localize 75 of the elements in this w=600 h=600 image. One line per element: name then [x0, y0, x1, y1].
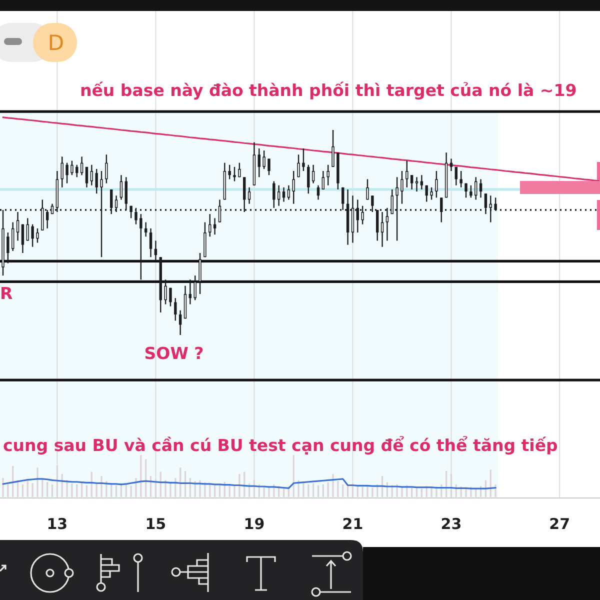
x-tick-label: 23 — [440, 515, 462, 533]
candlestick — [307, 164, 310, 194]
candlestick — [105, 154, 108, 184]
candlestick — [406, 160, 408, 188]
candlestick — [450, 158, 453, 172]
candlestick — [430, 186, 433, 200]
candlestick — [268, 158, 270, 176]
candlestick — [322, 170, 325, 190]
candlestick — [90, 164, 94, 186]
candlestick — [66, 162, 68, 184]
candlestick — [287, 184, 290, 200]
candlestick — [85, 166, 88, 188]
candlestick — [60, 156, 64, 188]
candlestick — [262, 150, 266, 170]
candlestick — [312, 164, 315, 184]
candlestick — [184, 285, 187, 320]
candlestick — [213, 218, 216, 236]
candlestick — [272, 180, 276, 208]
candlestick — [36, 228, 39, 244]
candlestick — [208, 213, 212, 238]
candlestick — [149, 228, 152, 258]
candlestick — [228, 164, 231, 180]
candlestick — [332, 129, 334, 168]
text: SOW ? — [144, 344, 204, 363]
candlestick — [435, 170, 438, 198]
candlestick — [130, 205, 132, 219]
candlestick — [460, 170, 462, 188]
candlestick — [21, 224, 24, 254]
candlestick — [425, 184, 428, 202]
candlestick — [464, 182, 468, 198]
candlestick — [233, 166, 236, 182]
candlestick — [26, 218, 29, 242]
candlestick — [169, 287, 172, 307]
candlestick — [410, 174, 414, 190]
x-tick-label: 13 — [46, 515, 68, 533]
candlestick — [178, 310, 182, 336]
candlestick — [400, 170, 404, 204]
candlestick — [277, 184, 280, 206]
candlestick — [380, 211, 384, 248]
candlestick — [95, 168, 98, 194]
candlestick — [174, 298, 177, 322]
candlestick — [326, 164, 330, 186]
candlestick — [440, 197, 443, 223]
candlestick — [70, 160, 74, 176]
annotation: R — [0, 284, 13, 303]
candlestick — [120, 174, 123, 200]
candlestick — [282, 186, 286, 202]
text: cung sau BU và cần cú BU test cạn cung để có thể tăng tiếp — [3, 435, 558, 455]
candlestick — [16, 211, 20, 242]
candlestick — [484, 192, 488, 215]
x-tick-label: 19 — [244, 515, 265, 533]
candlestick — [420, 174, 424, 190]
candlestick — [297, 154, 300, 178]
x-tick-label: 21 — [342, 515, 364, 533]
candlestick — [474, 176, 478, 200]
candlestick — [76, 164, 78, 178]
x-tick-label: 15 — [145, 515, 166, 533]
x-tick-label: 27 — [549, 515, 570, 533]
candlestick — [292, 170, 295, 204]
text: nếu base này đào thành phối thì target của nó là ~19 — [80, 81, 577, 100]
candlestick — [238, 162, 241, 178]
candlestick — [316, 184, 320, 200]
candlestick — [415, 176, 418, 192]
candlestick — [144, 222, 148, 238]
candlestick — [258, 148, 260, 178]
candlestick — [454, 166, 458, 186]
candlestick — [31, 224, 34, 248]
candlestick — [204, 222, 206, 258]
candlestick — [470, 184, 472, 198]
candlestick — [80, 156, 84, 176]
candlestick — [302, 148, 305, 172]
candlestick — [366, 178, 369, 200]
candlestick — [479, 178, 482, 198]
candlestick — [248, 186, 251, 204]
candlestick — [11, 222, 14, 252]
